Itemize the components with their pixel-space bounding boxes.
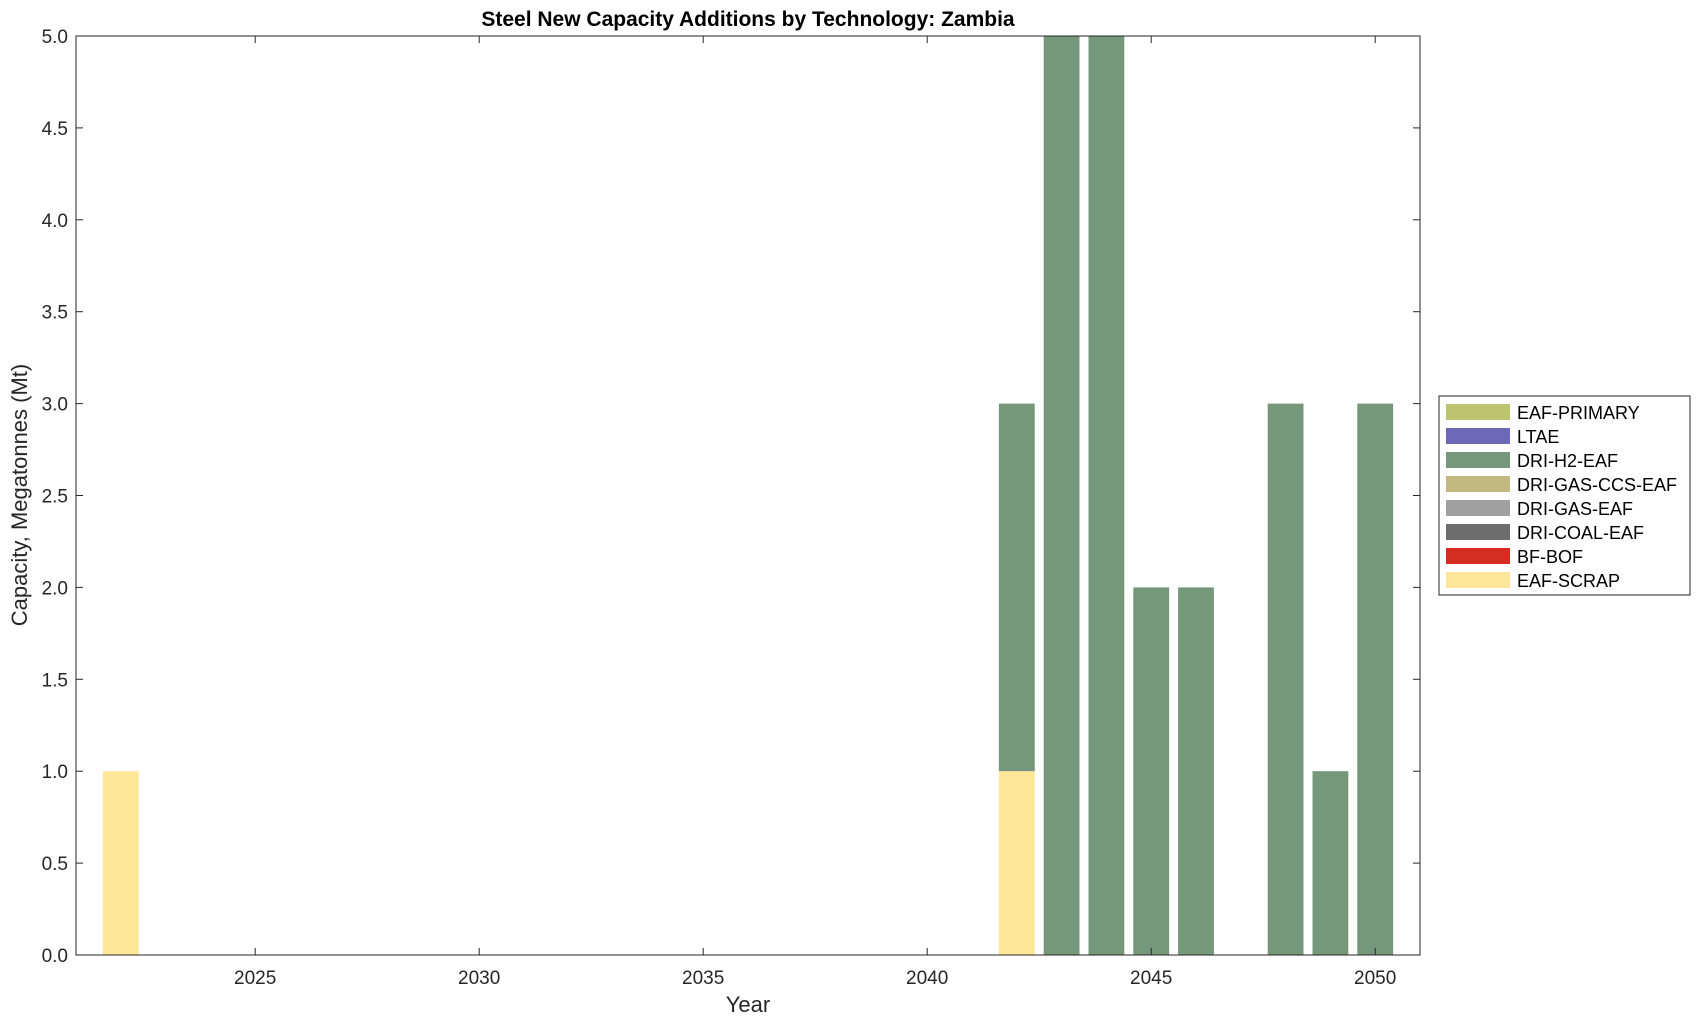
legend-items: EAF-PRIMARY LTAE DRI-H2-EAF DRI-GAS-CCS-EAF… bbox=[1446, 403, 1677, 591]
legend-label-ltae: LTAE bbox=[1517, 427, 1559, 447]
plot-area-frame bbox=[75, 35, 1421, 956]
bar-dri-h2-eaf-2046 bbox=[1178, 587, 1214, 955]
x-tick-label: 2030 bbox=[458, 968, 500, 989]
bar-dri-h2-eaf-2048 bbox=[1267, 403, 1304, 956]
y-tick-label: 3.0 bbox=[42, 395, 68, 416]
bar-dri-h2-eaf-2044 bbox=[1088, 36, 1125, 955]
bar-eaf-scrap-2022 bbox=[102, 771, 139, 955]
y-tick-label: 0.5 bbox=[42, 854, 68, 875]
x-tick-label: 2035 bbox=[682, 968, 724, 989]
chart-title: Steel New Capacity Additions by Technolo… bbox=[481, 8, 1015, 31]
legend-swatch-dri-gas-eaf bbox=[1446, 500, 1510, 516]
legend-swatch-dri-coal-eaf bbox=[1446, 524, 1510, 540]
legend-swatch-ltae bbox=[1446, 428, 1510, 444]
legend-swatch-bf-bof bbox=[1446, 548, 1510, 564]
bars-layer bbox=[102, 36, 1394, 956]
x-tick-label: 2050 bbox=[1354, 968, 1396, 989]
legend-label-dri-coal-eaf: DRI-COAL-EAF bbox=[1517, 523, 1644, 543]
x-tick-label: 2045 bbox=[1130, 968, 1172, 989]
bar-dri-h2-eaf-2043 bbox=[1043, 36, 1080, 955]
legend-swatch-eaf-scrap bbox=[1446, 572, 1510, 588]
y-axis-title: Capacity, Megatonnes (Mt) bbox=[7, 364, 32, 626]
x-tick-label: 2040 bbox=[906, 968, 948, 989]
legend-label-dri-gas-ccs-eaf: DRI-GAS-CCS-EAF bbox=[1517, 475, 1677, 495]
y-tick-label: 2.0 bbox=[42, 578, 68, 599]
legend-swatch-dri-gas-ccs-eaf bbox=[1446, 476, 1510, 492]
legend: EAF-PRIMARY LTAE DRI-H2-EAF DRI-GAS-CCS-EAF… bbox=[1438, 395, 1691, 596]
y-tick-label: 3.5 bbox=[42, 303, 68, 324]
legend-label-dri-h2-eaf: DRI-H2-EAF bbox=[1517, 451, 1618, 471]
bar-dri-h2-eaf-2045 bbox=[1133, 587, 1170, 955]
bar-dri-h2-eaf-2042 bbox=[998, 403, 1035, 772]
legend-label-eaf-primary: EAF-PRIMARY bbox=[1517, 403, 1640, 423]
bar-dri-h2-eaf-2049 bbox=[1312, 771, 1349, 955]
legend-label-eaf-scrap: EAF-SCRAP bbox=[1517, 571, 1620, 591]
y-tick-label: 2.5 bbox=[42, 487, 68, 508]
ticks-layer: 2025 2030 2035 2040 2045 2050 0.0 0.5 1.0 1.5 2.0 2… bbox=[42, 27, 1420, 989]
y-tick-label: 4.5 bbox=[42, 119, 68, 140]
x-tick-label: 2025 bbox=[234, 968, 276, 989]
x-axis-title: Year bbox=[726, 992, 770, 1017]
legend-swatch-eaf-primary bbox=[1446, 404, 1510, 420]
y-tick-label: 4.0 bbox=[42, 211, 68, 232]
legend-label-dri-gas-eaf: DRI-GAS-EAF bbox=[1517, 499, 1633, 519]
y-tick-label: 1.0 bbox=[42, 762, 68, 783]
y-tick-label: 5.0 bbox=[42, 27, 68, 48]
y-tick-label: 1.5 bbox=[42, 670, 68, 691]
y-tick-label: 0.0 bbox=[42, 946, 68, 967]
legend-swatch-dri-h2-eaf bbox=[1446, 452, 1510, 468]
bar-dri-h2-eaf-2050 bbox=[1357, 403, 1394, 956]
legend-label-bf-bof: BF-BOF bbox=[1517, 547, 1583, 567]
bar-eaf-scrap-2042 bbox=[998, 771, 1035, 955]
